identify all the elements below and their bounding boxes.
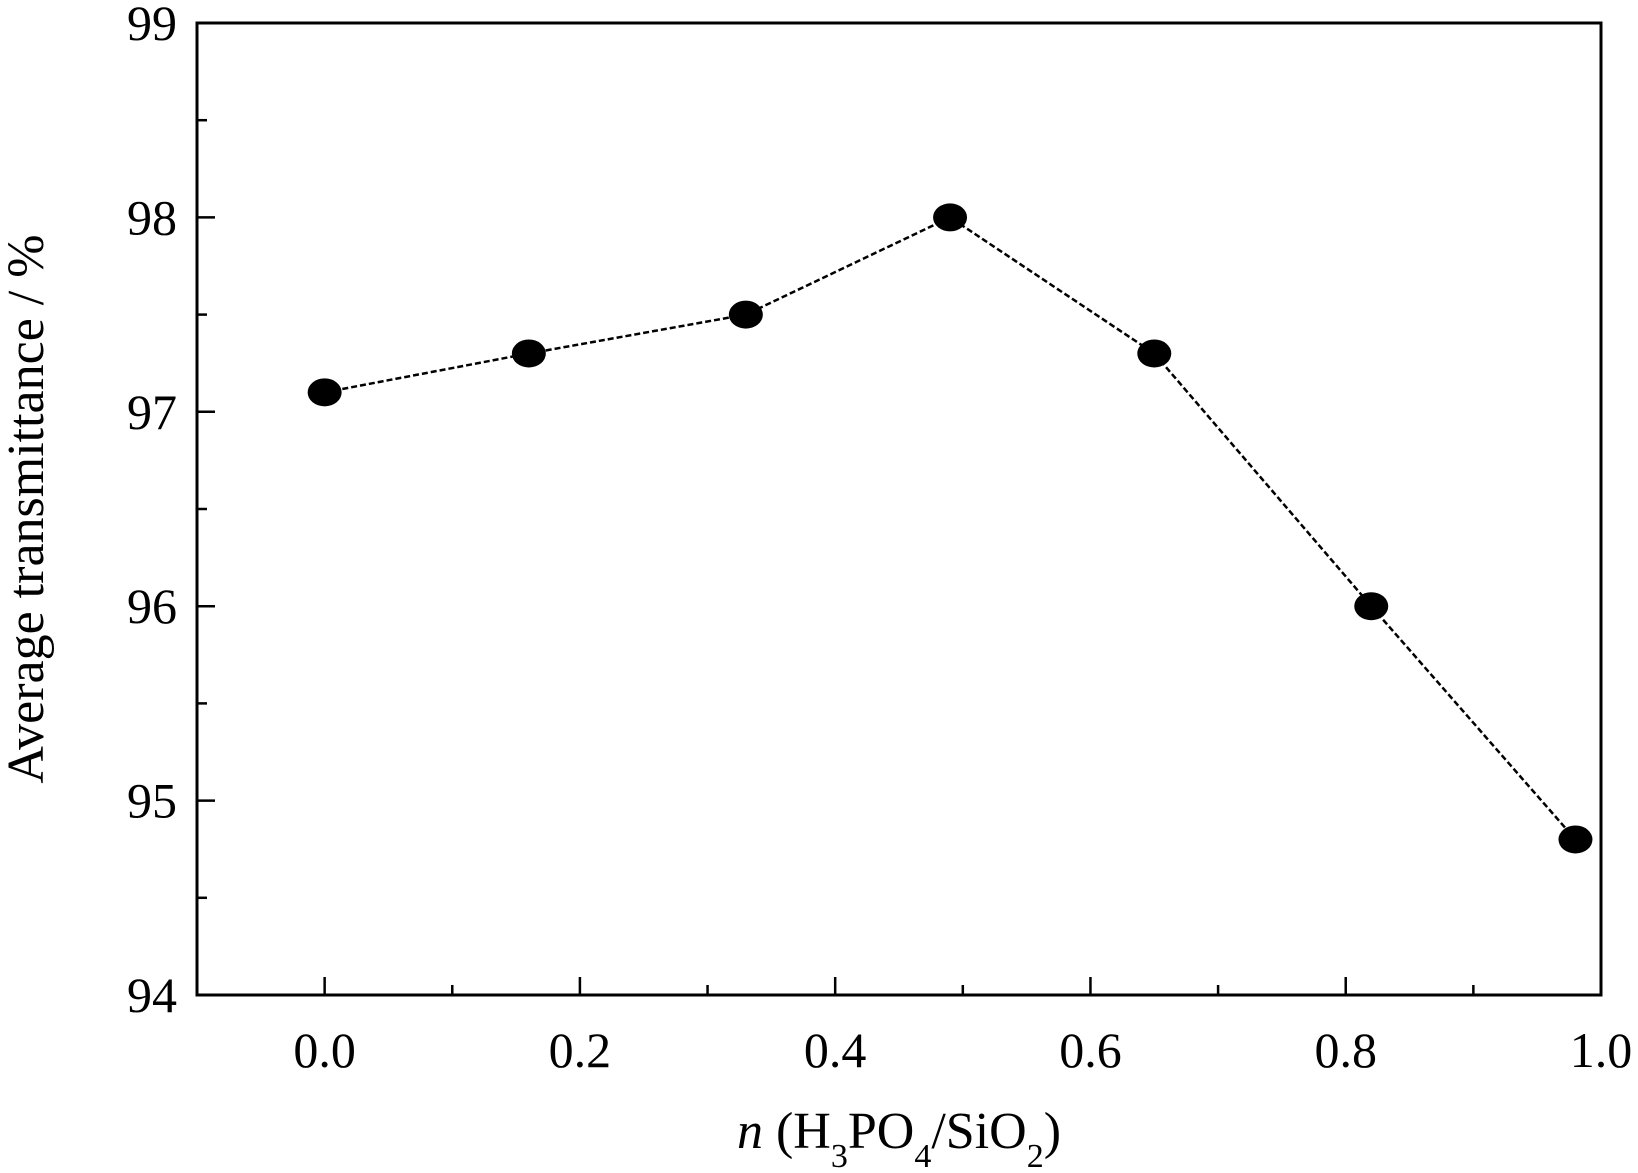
x-axis-label-text: PO [848,1103,914,1160]
x-tick-labels: 0.0 0.2 0.4 0.6 0.8 1.0 [293,1022,1632,1078]
y-tick-label: 95 [127,773,177,829]
x-axis-label-subscript: 4 [914,1138,931,1173]
major-ticks [197,21,1603,997]
x-tick-label: 0.0 [293,1022,356,1078]
y-tick-label: 94 [127,967,177,1023]
y-axis-label: Average transmittance / % [0,234,55,783]
y-tick-label: 97 [127,384,177,440]
series-points [307,203,1593,854]
x-axis-label-subscript: 3 [831,1138,848,1173]
series-lines [324,215,1577,841]
y-tick-label: 99 [127,0,177,51]
plot-frame [195,21,1603,997]
minor-ticks [197,118,1475,995]
x-axis-label-subscript: 2 [1027,1138,1044,1173]
data-point [1137,339,1172,368]
x-axis-label-text: ) [1044,1103,1061,1160]
x-axis-label-text: /SiO [931,1103,1026,1160]
data-point [933,203,968,232]
x-tick-label: 1.0 [1570,1022,1633,1078]
data-point [511,339,546,368]
y-tick-label: 96 [127,578,177,634]
data-point [1558,825,1593,854]
data-point [728,300,763,329]
x-tick-label: 0.6 [1059,1022,1122,1078]
y-tick-label: 98 [127,189,177,245]
data-point [307,378,342,407]
series-line [324,215,1577,841]
data-point [1354,592,1389,621]
x-tick-label: 0.8 [1314,1022,1377,1078]
y-tick-labels: 94 95 96 97 98 99 [127,0,177,1023]
x-tick-label: 0.4 [804,1022,867,1078]
x-axis-label-variable: n [737,1103,763,1160]
x-tick-label: 0.2 [549,1022,612,1078]
x-axis-label-text: (H [763,1103,831,1160]
x-axis-label: n (H3PO4/SiO2) [737,1103,1061,1173]
